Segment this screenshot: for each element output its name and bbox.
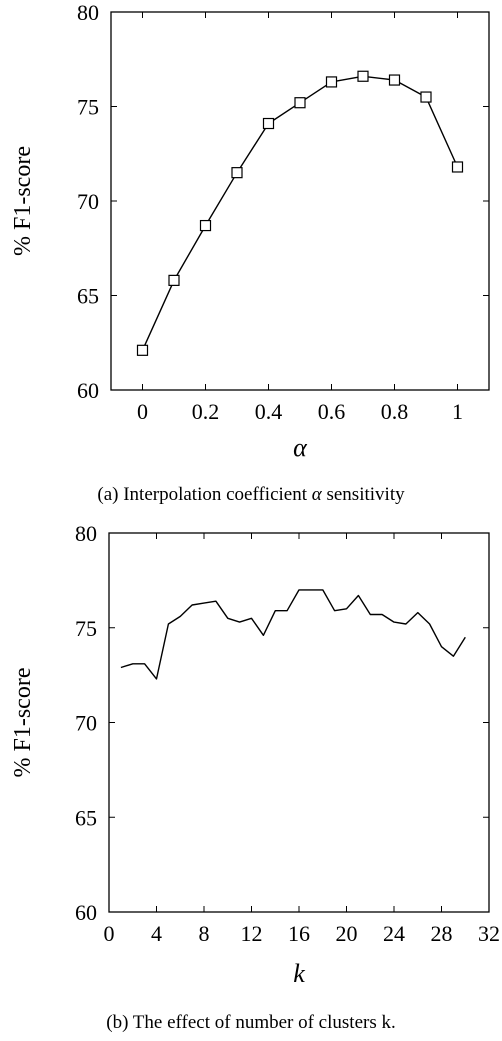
chart1-caption-prefix: (a) Interpolation coefficient [97,484,311,505]
chart1-y-tick-label: 70 [77,189,99,214]
chart1-data-point [262,117,275,130]
chart2-y-tick-label: 60 [75,900,97,925]
chart2-y-tick-label: 80 [75,521,97,546]
chart1-y-tick-label: 80 [77,0,99,25]
chart2-x-tick-label: 12 [241,921,263,946]
chart1-plot-frame [110,11,490,391]
chart1-data-point [420,91,432,103]
chart1-data-point [168,274,180,286]
chart1-data-point [136,344,149,356]
chart1-data-point [357,70,369,82]
chart2-x-tick-label: 28 [431,921,453,946]
chart1-data-point [294,97,306,109]
chart2-x-tick-label: 24 [383,921,405,946]
chart1-series-line [141,75,459,351]
chart2-x-tick-label: 16 [288,921,310,946]
chart2-y-tick-label: 65 [75,805,97,830]
chart1-y-tick-label: 60 [77,378,99,403]
chart1-data-point [451,161,464,173]
chart2-x-tick-label: 4 [151,921,162,946]
chart1-y-tick-label: 75 [77,95,99,120]
chart1-data-point [388,74,401,86]
chart1-x-tick-label: 0.6 [318,399,346,424]
chart1-data-point [231,167,243,179]
chart2-y-tick-label: 75 [75,616,97,641]
chart1-x-tick-label: 0.2 [192,399,220,424]
chart2-x-tick-label: 32 [478,921,500,946]
chart2-series-line [120,589,466,680]
chart2-y-axis-label: % F1-score [10,668,36,778]
chart2-x-tick-label: 0 [104,921,115,946]
chart1-y-tick-label: 65 [77,284,99,309]
chart1-data-point [199,219,212,232]
chart1-x-tick-label: 0.8 [381,399,409,424]
chart2-x-tick-label: 20 [336,921,358,946]
chart1-y-axis-label: % F1-score [10,146,36,256]
chart1-x-tick-label: 1 [452,399,463,424]
chart1-x-axis-label: α [293,433,308,462]
chart1-data-point [325,76,338,88]
chart2-caption: (b) The effect of number of clusters k. [106,1012,395,1033]
chart2-caption-prefix: (b) The effect of number of clusters k. [106,1012,395,1033]
chart1-x-tick-label: 0.4 [255,399,283,424]
chart1-caption: (a) Interpolation coefficient α sensitiv… [97,484,405,505]
chart1-x-tick-label: 0 [137,399,148,424]
chart2-x-tick-label: 8 [199,921,210,946]
chart1-caption-suffix: sensitivity [322,484,405,505]
chart2-y-tick-label: 70 [75,711,97,736]
chart1-caption-symbol: α [312,484,323,505]
chart2-x-axis-label: k [293,959,305,988]
